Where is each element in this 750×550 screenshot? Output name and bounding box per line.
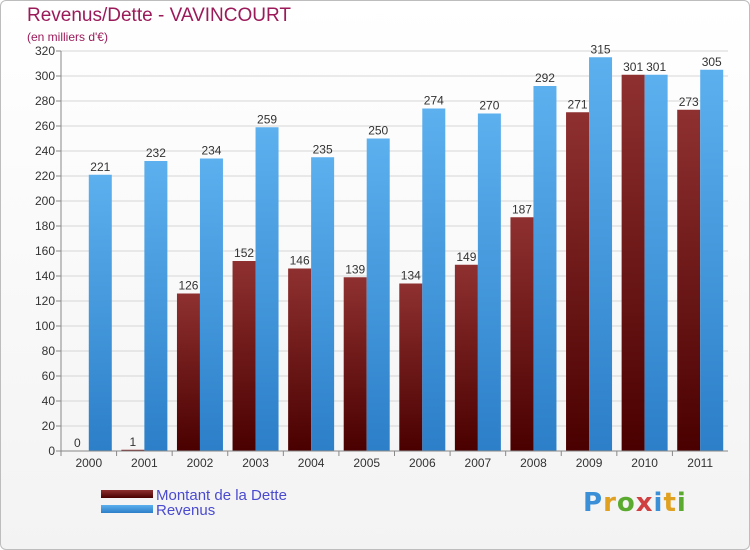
chart-title: Revenus/Dette - VAVINCOURT	[27, 5, 291, 26]
data-label-debt: 0	[74, 436, 81, 450]
bar-debt	[176, 293, 200, 451]
bar-revenue	[144, 161, 168, 451]
bar-debt	[510, 217, 534, 451]
data-label-debt: 187	[512, 202, 532, 216]
y-tick-label: 160	[35, 244, 55, 258]
logo-letter: r	[603, 488, 617, 518]
data-label-revenue: 305	[702, 55, 722, 69]
legend-swatch-revenue	[101, 505, 153, 513]
data-label-debt: 152	[234, 246, 254, 260]
bar-debt	[454, 264, 478, 451]
x-tick-label: 2011	[687, 456, 713, 470]
bar-debt	[232, 261, 256, 451]
y-tick-label: 140	[35, 269, 55, 283]
y-tick-label: 180	[35, 219, 55, 233]
data-label-debt: 134	[401, 269, 421, 283]
data-label-revenue: 301	[646, 60, 666, 74]
bar-revenue	[533, 86, 557, 451]
logo-letter: P	[583, 488, 604, 518]
chart-subtitle: (en milliers d'€)	[27, 30, 108, 44]
y-tick-label: 0	[48, 444, 55, 458]
bar-debt	[288, 268, 312, 451]
y-tick-label: 120	[35, 294, 55, 308]
data-label-debt: 146	[290, 254, 310, 268]
data-label-revenue: 274	[424, 94, 444, 108]
y-tick-label: 320	[35, 44, 55, 58]
data-label-debt: 273	[679, 95, 699, 109]
x-tick-label: 2009	[576, 456, 603, 470]
data-label-revenue: 315	[591, 42, 611, 56]
y-tick-label: 80	[42, 344, 56, 358]
logo-letter: i	[653, 488, 664, 518]
data-label-debt: 139	[345, 262, 365, 276]
y-tick-label: 260	[35, 119, 55, 133]
logo-letter: t	[663, 488, 677, 518]
bar-debt	[621, 74, 645, 451]
x-tick-label: 2003	[242, 456, 269, 470]
bar-revenue	[700, 69, 724, 451]
data-label-debt: 126	[178, 279, 198, 293]
x-tick-label: 2007	[465, 456, 492, 470]
x-tick-label: 2010	[631, 456, 658, 470]
x-tick-label: 2001	[131, 456, 158, 470]
bar-revenue	[311, 157, 335, 451]
x-tick-label: 2005	[353, 456, 380, 470]
proxiti-logo: Proxiti	[583, 488, 687, 518]
data-label-debt: 271	[568, 97, 588, 111]
bar-revenue	[88, 174, 112, 451]
data-label-debt: 149	[456, 250, 476, 264]
data-label-debt: 1	[130, 435, 137, 449]
x-tick-label: 2008	[520, 456, 547, 470]
y-tick-label: 300	[35, 69, 55, 83]
y-tick-label: 240	[35, 144, 55, 158]
data-label-revenue: 235	[313, 142, 333, 156]
logo-letter: o	[616, 488, 636, 518]
logo-letter: x	[635, 488, 654, 518]
bar-revenue	[255, 127, 279, 451]
legend-label-debt: Montant de la Dette	[156, 487, 287, 504]
bar-debt	[343, 277, 367, 451]
y-tick-label: 100	[35, 319, 55, 333]
data-label-revenue: 221	[90, 160, 110, 174]
data-label-revenue: 234	[201, 144, 221, 158]
bar-debt	[677, 109, 701, 451]
bar-revenue	[477, 113, 501, 451]
legend-swatch-debt	[101, 490, 153, 498]
y-tick-label: 280	[35, 94, 55, 108]
legend-label-revenue: Revenus	[156, 502, 216, 519]
bar-debt	[566, 112, 590, 451]
y-tick-label: 200	[35, 194, 55, 208]
data-label-revenue: 292	[535, 71, 555, 85]
bar-revenue	[366, 138, 390, 451]
logo-letter: i	[676, 488, 687, 518]
data-label-revenue: 259	[257, 112, 277, 126]
y-tick-label: 20	[42, 419, 56, 433]
x-tick-label: 2004	[298, 456, 325, 470]
y-tick-label: 40	[42, 394, 56, 408]
x-tick-label: 2006	[409, 456, 436, 470]
bar-debt	[121, 449, 145, 451]
bar-revenue	[644, 74, 668, 451]
bar-debt	[399, 283, 423, 451]
data-label-debt: 301	[623, 60, 643, 74]
bar-revenue	[199, 158, 223, 451]
x-tick-label: 2000	[75, 456, 102, 470]
bar-revenue	[589, 57, 613, 451]
data-label-revenue: 232	[146, 146, 166, 160]
data-label-revenue: 270	[479, 99, 499, 113]
x-tick-label: 2002	[187, 456, 214, 470]
data-label-revenue: 250	[368, 124, 388, 138]
y-tick-label: 60	[42, 369, 56, 383]
bar-revenue	[422, 108, 446, 451]
y-tick-label: 220	[35, 169, 55, 183]
